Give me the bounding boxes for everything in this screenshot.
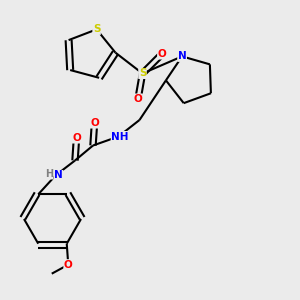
Text: N: N [54, 170, 63, 181]
Text: O: O [64, 260, 73, 270]
Text: O: O [90, 118, 99, 128]
Text: S: S [93, 24, 100, 34]
Text: O: O [72, 133, 81, 143]
Text: O: O [134, 94, 142, 104]
Text: S: S [139, 68, 146, 79]
Text: N: N [178, 51, 187, 62]
Text: H: H [45, 169, 53, 179]
Text: O: O [158, 49, 166, 59]
Text: NH: NH [111, 131, 129, 142]
